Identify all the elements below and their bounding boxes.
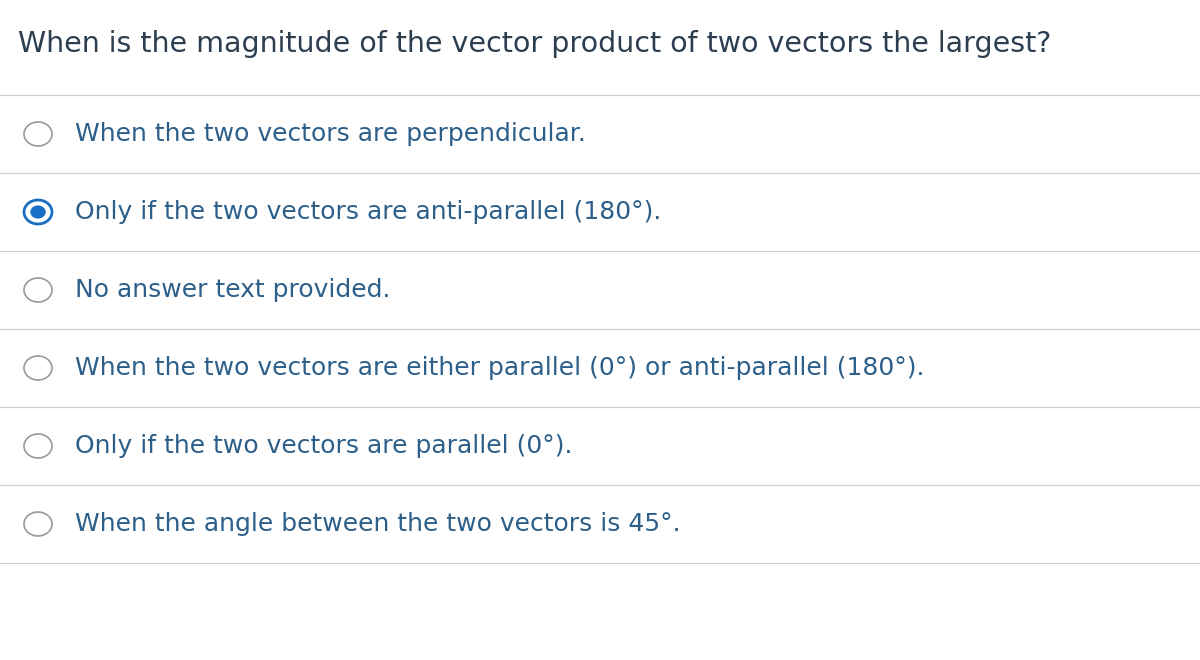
Text: Only if the two vectors are anti-parallel (180°).: Only if the two vectors are anti-paralle… — [74, 200, 661, 224]
Text: When the two vectors are either parallel (0°) or anti-parallel (180°).: When the two vectors are either parallel… — [74, 356, 924, 380]
Text: Only if the two vectors are parallel (0°).: Only if the two vectors are parallel (0°… — [74, 434, 572, 458]
Ellipse shape — [30, 205, 46, 218]
Ellipse shape — [24, 122, 52, 146]
Ellipse shape — [24, 356, 52, 380]
Text: No answer text provided.: No answer text provided. — [74, 278, 390, 302]
Ellipse shape — [24, 434, 52, 458]
Ellipse shape — [24, 512, 52, 536]
Ellipse shape — [24, 278, 52, 302]
Text: When is the magnitude of the vector product of two vectors the largest?: When is the magnitude of the vector prod… — [18, 30, 1051, 58]
Ellipse shape — [24, 200, 52, 224]
Text: When the two vectors are perpendicular.: When the two vectors are perpendicular. — [74, 122, 586, 146]
Text: When the angle between the two vectors is 45°.: When the angle between the two vectors i… — [74, 512, 680, 536]
